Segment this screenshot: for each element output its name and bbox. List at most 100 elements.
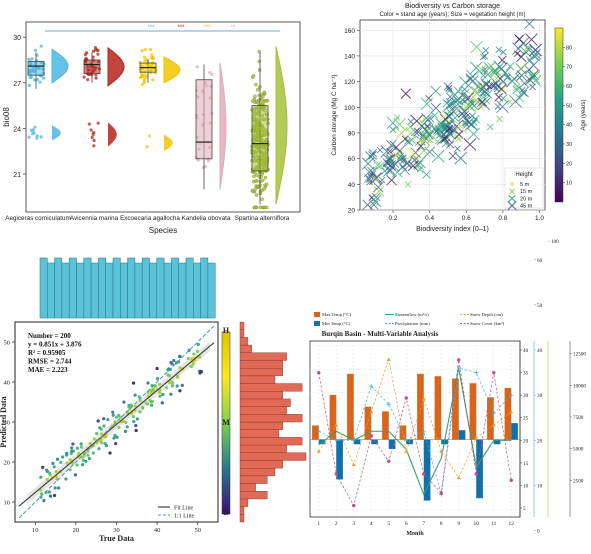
data-point — [33, 125, 37, 129]
x-marker — [486, 61, 496, 71]
data-point — [70, 449, 74, 453]
x-tick-label: 3 — [352, 521, 355, 527]
x-marker — [505, 74, 519, 88]
data-point — [178, 389, 182, 393]
min-temp-bar — [476, 439, 483, 499]
legend-swatch — [314, 312, 320, 317]
histogram-bar — [163, 262, 172, 319]
max-temp-bar — [469, 383, 477, 440]
x-marker — [417, 137, 425, 145]
right-axis-label: 10 — [537, 483, 543, 489]
box — [251, 105, 269, 172]
data-point — [86, 450, 90, 454]
x-marker — [524, 18, 535, 30]
histogram-bar — [98, 257, 106, 319]
x-marker — [520, 78, 529, 88]
data-point — [51, 461, 55, 465]
histogram-bar — [120, 262, 128, 319]
histogram-bar — [90, 262, 99, 319]
x-marker — [454, 151, 467, 165]
series-marker — [316, 449, 321, 453]
category-label: Kandelia obovata — [182, 215, 231, 222]
data-point — [252, 174, 256, 179]
data-point — [53, 486, 57, 490]
histogram-bar — [239, 375, 276, 384]
data-point — [148, 48, 152, 52]
histogram-bar — [127, 257, 136, 319]
y-axis-title: bio08 — [2, 107, 11, 127]
x-marker — [491, 72, 502, 84]
data-point — [115, 435, 119, 439]
right-axis-label: 12500 — [573, 352, 586, 358]
right-axis-label: 5 — [523, 506, 526, 512]
right-axis-label: 40 — [523, 348, 529, 354]
x-marker — [424, 124, 434, 134]
series-marker — [456, 475, 461, 480]
x-marker — [376, 161, 385, 171]
data-point — [196, 342, 200, 347]
series-marker — [474, 436, 479, 440]
biodiversity-carbon-panel: Biodiversity vs Carbon storage Color = st… — [331, 3, 587, 233]
x-marker — [430, 102, 442, 114]
data-point — [114, 442, 118, 446]
data-point — [141, 406, 145, 410]
stat-line: MAE = 2.223 — [28, 366, 68, 374]
max-temp-bar — [364, 406, 372, 440]
x-marker — [381, 167, 389, 175]
histogram-bar — [239, 383, 303, 392]
data-point — [155, 377, 160, 381]
data-point — [261, 94, 265, 99]
data-point — [92, 144, 96, 148]
series-marker — [492, 370, 496, 375]
category-label: Aegiceras corniculatum — [5, 215, 70, 222]
violin-lower — [164, 134, 173, 152]
data-point — [131, 414, 135, 419]
data-point — [158, 382, 162, 386]
histogram-bar — [54, 257, 63, 319]
data-point — [100, 432, 104, 436]
data-point — [252, 205, 257, 210]
x-marker — [516, 70, 528, 81]
x-marker — [531, 53, 539, 61]
data-point — [71, 442, 75, 446]
data-point — [165, 386, 169, 390]
colorbar-tick-label: 50 — [566, 103, 572, 109]
data-point — [91, 451, 95, 455]
data-point — [27, 57, 31, 61]
box — [27, 61, 45, 76]
data-point — [142, 55, 147, 59]
data-point — [175, 384, 179, 388]
data-point — [96, 419, 100, 423]
x-marker — [446, 125, 453, 133]
x-marker — [480, 72, 487, 79]
x-marker — [470, 40, 483, 54]
histogram-bar — [239, 506, 245, 515]
data-point — [39, 475, 43, 479]
data-point — [186, 356, 190, 361]
data-point — [117, 413, 121, 417]
data-point — [137, 395, 141, 399]
x-marker — [428, 123, 440, 135]
x-marker — [454, 130, 464, 139]
data-point — [210, 72, 214, 77]
data-point — [117, 426, 121, 430]
x-marker — [507, 72, 521, 86]
x-tick-label: 0.8 — [498, 215, 507, 222]
x-tick-label: 4 — [370, 521, 373, 527]
data-point — [47, 471, 52, 475]
x-marker — [367, 166, 378, 178]
data-point — [38, 80, 42, 84]
data-point — [161, 392, 165, 397]
data-point — [86, 453, 90, 457]
data-point — [253, 94, 257, 99]
x-marker — [518, 86, 529, 98]
histogram-bar — [141, 257, 150, 319]
data-point — [122, 400, 126, 404]
data-point — [65, 451, 69, 456]
min-temp-bar — [493, 439, 501, 445]
data-point — [81, 458, 85, 462]
histogram-bar — [105, 262, 114, 319]
x-marker — [496, 115, 503, 123]
series-marker — [439, 491, 443, 495]
histogram-bar — [149, 262, 158, 319]
